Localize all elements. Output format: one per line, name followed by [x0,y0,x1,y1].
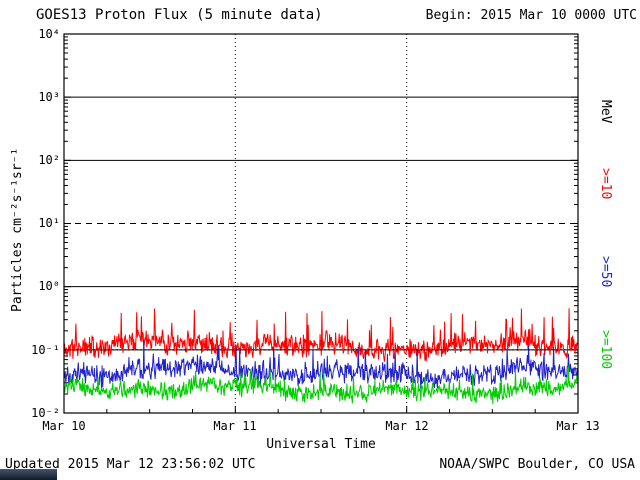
plot-border [63,33,579,414]
x-tick-mar11: Mar 11 [213,419,257,433]
bottom-left-window-fragment [0,469,57,480]
x-tick-mar12: Mar 12 [385,419,429,433]
right-axis-unit-label: MeV [598,100,613,124]
begin-time-label: Begin: 2015 Mar 10 0000 UTC [425,8,637,23]
x-tick-mar10: Mar 10 [42,419,86,433]
y-tick-1e1: 10¹ [38,216,60,230]
legend-ge50-label: >=50 [598,256,613,288]
series-line-ge100 [63,366,579,405]
chart-title: GOES13 Proton Flux (5 minute data) [36,7,323,23]
y-tick-1e2: 10² [38,153,60,167]
credit-label: NOAA/SWPC Boulder, CO USA [439,457,635,472]
series-line-ge50 [63,339,579,389]
y-tick-1e4: 10⁴ [38,27,60,41]
y-tick-1e3: 10³ [38,90,60,104]
x-axis-label: Universal Time [266,437,376,452]
y-tick-1e0: 10⁰ [38,279,60,293]
series-line-ge10 [63,308,579,362]
y-tick-1e-1: 10⁻¹ [31,343,60,357]
updated-timestamp: Updated 2015 Mar 12 23:56:02 UTC [5,457,256,472]
y-tick-1e-2: 10⁻² [31,406,60,420]
y-axis-label: Particles cm⁻²s⁻¹sr⁻¹ [10,147,25,312]
legend-ge100-label: >=100 [598,330,613,370]
x-tick-mar13: Mar 13 [556,419,600,433]
legend-ge10-label: >=10 [598,168,613,200]
